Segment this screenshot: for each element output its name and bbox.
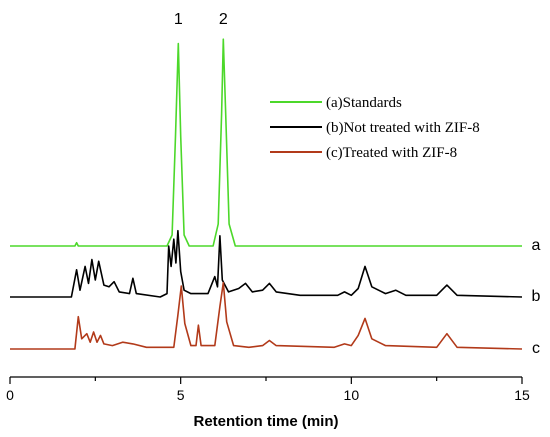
peak-label-1: 1 (174, 11, 183, 28)
trace-a (10, 38, 522, 247)
trace-b (10, 229, 523, 298)
x-axis-title: Retention time (min) (194, 413, 339, 430)
legend: (a)Standards (b)Not treated with ZIF-8 (c)… (270, 95, 480, 161)
peak-label-2: 2 (219, 11, 228, 28)
trace-label-b: b (532, 288, 541, 305)
legend-entry-b: (b)Not treated with ZIF-8 (326, 120, 480, 136)
legend-entry-c: (c)Treated with ZIF-8 (326, 145, 457, 161)
trace-label-c: c (532, 340, 540, 357)
trace-label-a: a (532, 237, 541, 254)
x-axis: 0 5 10 15 (6, 376, 530, 403)
x-tick-label: 15 (514, 387, 530, 403)
legend-entry-a: (a)Standards (326, 95, 402, 111)
trace-group: a b c (10, 38, 541, 357)
x-tick-label: 10 (344, 387, 360, 403)
x-tick-label: 0 (6, 387, 14, 403)
trace-c (10, 281, 523, 350)
x-tick-label: 5 (177, 387, 185, 403)
